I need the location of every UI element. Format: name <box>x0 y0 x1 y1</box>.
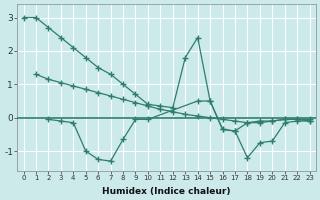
X-axis label: Humidex (Indice chaleur): Humidex (Indice chaleur) <box>102 187 231 196</box>
